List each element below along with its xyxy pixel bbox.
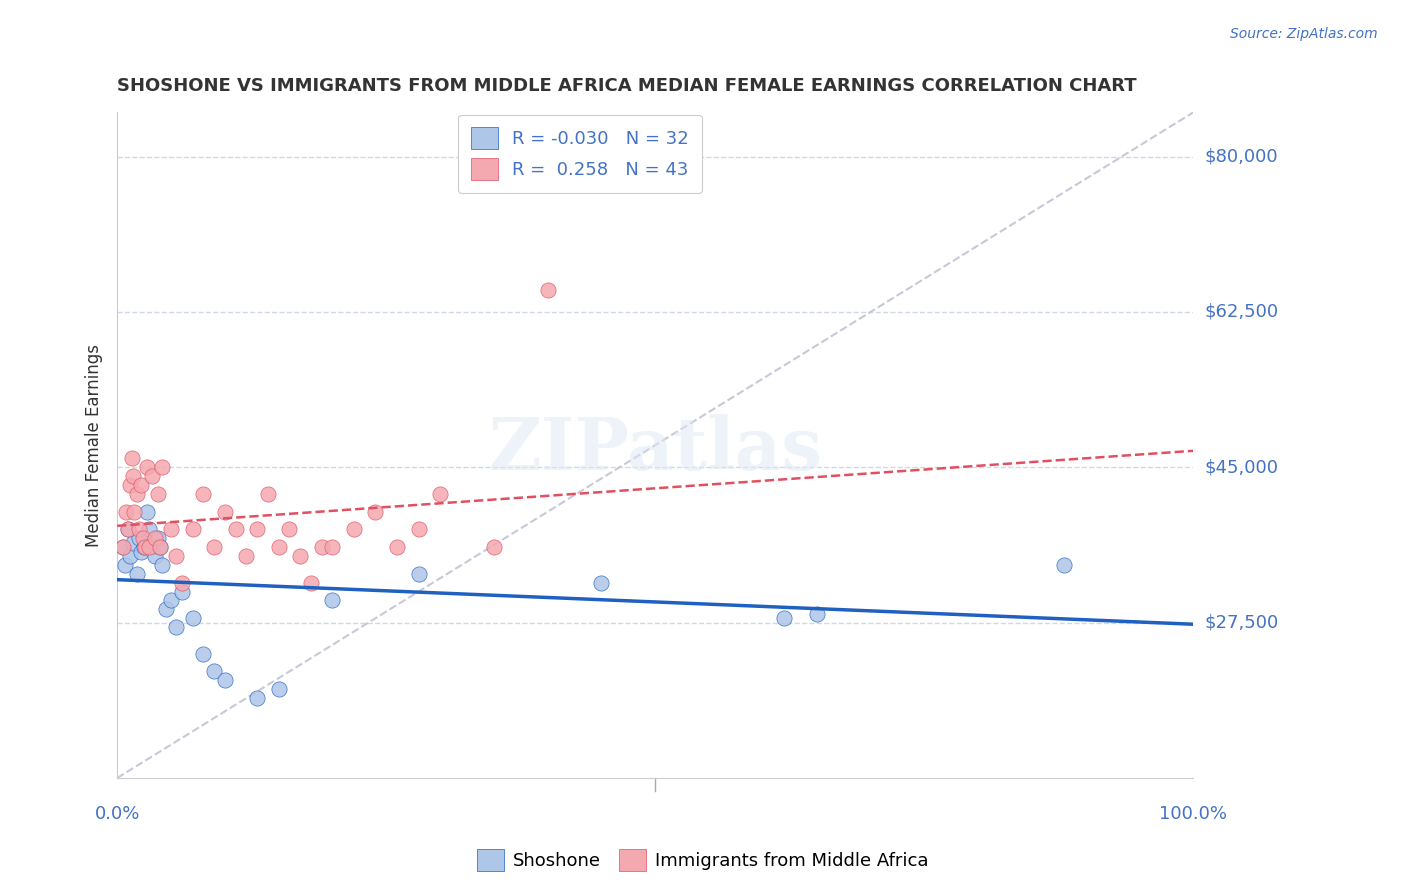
Point — [257, 487, 280, 501]
Point — [165, 620, 187, 634]
Text: 100.0%: 100.0% — [1160, 805, 1227, 822]
Point — [122, 535, 145, 549]
Point — [202, 665, 225, 679]
Point — [181, 523, 204, 537]
Point — [1053, 558, 1076, 572]
Point — [193, 647, 215, 661]
Point — [235, 549, 257, 563]
Point — [121, 451, 143, 466]
Point — [214, 673, 236, 688]
Point — [155, 602, 177, 616]
Point — [125, 487, 148, 501]
Point — [343, 523, 366, 537]
Text: SHOSHONE VS IMMIGRANTS FROM MIDDLE AFRICA MEDIAN FEMALE EARNINGS CORRELATION CHA: SHOSHONE VS IMMIGRANTS FROM MIDDLE AFRIC… — [117, 78, 1137, 95]
Point — [299, 575, 322, 590]
Point — [124, 505, 146, 519]
Point — [321, 593, 343, 607]
Point — [132, 532, 155, 546]
Point — [122, 469, 145, 483]
Y-axis label: Median Female Earnings: Median Female Earnings — [86, 343, 103, 547]
Point — [143, 549, 166, 563]
Point — [129, 478, 152, 492]
Point — [111, 540, 134, 554]
Text: $45,000: $45,000 — [1204, 458, 1278, 476]
Point — [120, 478, 142, 492]
Point — [408, 523, 430, 537]
Text: $62,500: $62,500 — [1204, 303, 1278, 321]
Point — [114, 505, 136, 519]
Point — [149, 540, 172, 554]
Point — [146, 487, 169, 501]
Point — [117, 523, 139, 537]
Point — [246, 691, 269, 706]
Point — [385, 540, 408, 554]
Point — [160, 593, 183, 607]
Point — [806, 607, 828, 621]
Point — [150, 558, 173, 572]
Point — [132, 540, 155, 554]
Point — [111, 540, 134, 554]
Point — [214, 505, 236, 519]
Point — [125, 566, 148, 581]
Point — [364, 505, 387, 519]
Point — [120, 549, 142, 563]
Point — [193, 487, 215, 501]
Point — [482, 540, 505, 554]
Point — [117, 523, 139, 537]
Point — [138, 523, 160, 537]
Point — [591, 575, 613, 590]
Point — [267, 540, 290, 554]
Text: 0.0%: 0.0% — [94, 805, 139, 822]
Point — [114, 558, 136, 572]
Point — [160, 523, 183, 537]
Point — [143, 532, 166, 546]
Point — [246, 523, 269, 537]
Point — [170, 575, 193, 590]
Point — [773, 611, 796, 625]
Point — [202, 540, 225, 554]
Point — [136, 460, 159, 475]
Point — [408, 566, 430, 581]
Point — [278, 523, 301, 537]
Point — [311, 540, 333, 554]
Point — [150, 460, 173, 475]
Text: $27,500: $27,500 — [1204, 614, 1278, 632]
Point — [149, 540, 172, 554]
Point — [146, 532, 169, 546]
Point — [288, 549, 311, 563]
Point — [170, 584, 193, 599]
Point — [321, 540, 343, 554]
Point — [134, 540, 156, 554]
Point — [128, 523, 150, 537]
Legend: Shoshone, Immigrants from Middle Africa: Shoshone, Immigrants from Middle Africa — [470, 842, 936, 879]
Point — [165, 549, 187, 563]
Point — [138, 540, 160, 554]
Point — [429, 487, 451, 501]
Point — [181, 611, 204, 625]
Point — [136, 505, 159, 519]
Point — [141, 540, 163, 554]
Point — [267, 682, 290, 697]
Point — [141, 469, 163, 483]
Text: ZIPatlas: ZIPatlas — [488, 414, 823, 485]
Point — [129, 544, 152, 558]
Text: $80,000: $80,000 — [1204, 148, 1278, 166]
Point — [537, 283, 560, 297]
Text: Source: ZipAtlas.com: Source: ZipAtlas.com — [1230, 27, 1378, 41]
Legend: R = -0.030   N = 32, R =  0.258   N = 43: R = -0.030 N = 32, R = 0.258 N = 43 — [458, 115, 702, 193]
Point — [128, 532, 150, 546]
Point — [225, 523, 247, 537]
